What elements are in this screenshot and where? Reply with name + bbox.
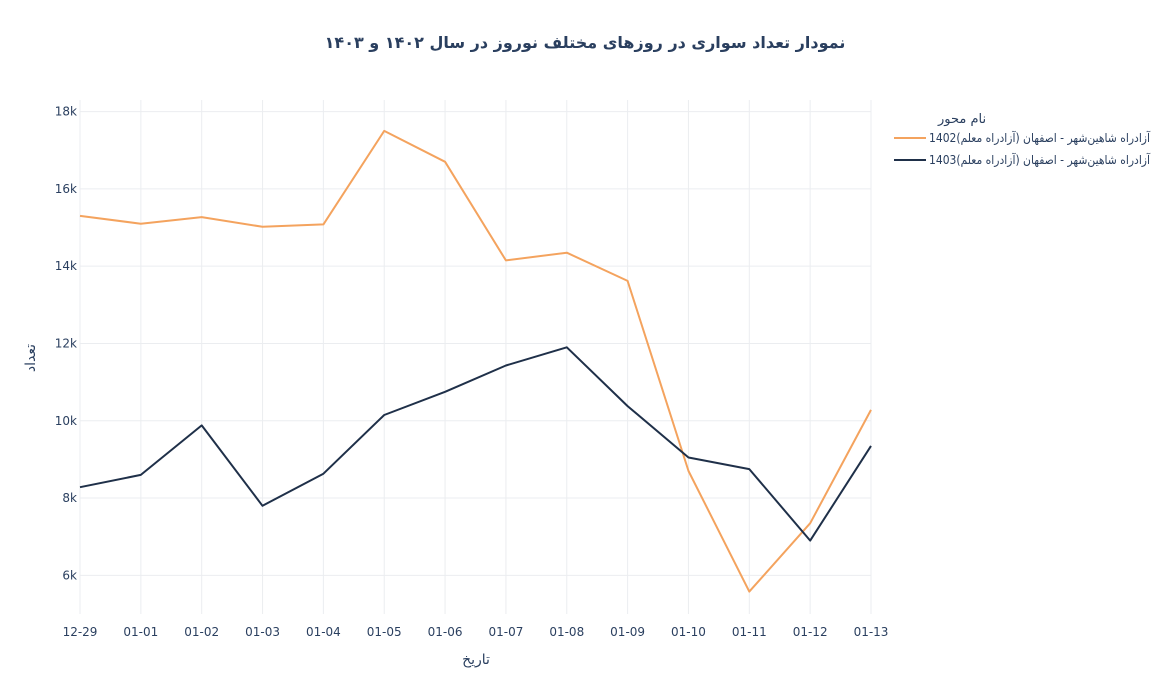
y-tick-label: 8k	[62, 491, 77, 505]
gridlines	[79, 100, 872, 614]
x-axis-ticks: 12-29 01-01 01-02 01-03 01-04 01-05 01-06 01-07…	[63, 625, 889, 639]
x-tick-label: 01-05	[367, 625, 402, 639]
y-tick-label: 10k	[55, 414, 77, 428]
y-tick-label: 12k	[55, 336, 77, 350]
series-lines	[79, 129, 872, 593]
x-tick-label: 01-10	[671, 625, 706, 639]
x-tick-label: 01-12	[793, 625, 828, 639]
legend-item-1[interactable]: آزادراه شاهین‌شهر - اصفهان (آزادراه معلم…	[894, 130, 1151, 146]
x-tick-label: 01-03	[245, 625, 280, 639]
y-axis-title: تعداد	[23, 344, 39, 372]
y-tick-label: 16k	[55, 182, 77, 196]
x-tick-label: 01-04	[306, 625, 341, 639]
y-tick-label: 18k	[55, 105, 77, 119]
x-tick-label: 01-08	[549, 625, 584, 639]
legend[interactable]: نام محور آزادراه شاهین‌شهر - اصفهان (آزا…	[894, 112, 1151, 168]
y-tick-label: 14k	[55, 259, 77, 273]
series-line-2	[79, 346, 872, 542]
x-tick-label: 01-13	[854, 625, 889, 639]
x-tick-label: 01-01	[123, 625, 158, 639]
x-tick-label: 12-29	[63, 625, 98, 639]
x-axis-title: تاریخ	[462, 652, 490, 668]
series-line-1	[79, 129, 872, 593]
chart-title: نمودار تعداد سواری در روزهای مختلف نوروز…	[325, 33, 846, 52]
legend-item-2[interactable]: آزادراه شاهین‌شهر - اصفهان (آزادراه معلم…	[894, 152, 1151, 168]
legend-title: نام محور	[937, 112, 986, 127]
legend-label: آزادراه شاهین‌شهر - اصفهان (آزادراه معلم…	[929, 152, 1151, 168]
x-tick-label: 01-11	[732, 625, 767, 639]
x-tick-label: 01-06	[428, 625, 463, 639]
legend-label: آزادراه شاهین‌شهر - اصفهان (آزادراه معلم…	[929, 130, 1151, 146]
x-tick-label: 01-09	[610, 625, 645, 639]
x-tick-label: 01-07	[488, 625, 523, 639]
y-axis-ticks: 6k 8k 10k 12k 14k 16k 18k	[55, 105, 77, 583]
x-tick-label: 01-02	[184, 625, 219, 639]
y-tick-label: 6k	[62, 568, 77, 582]
